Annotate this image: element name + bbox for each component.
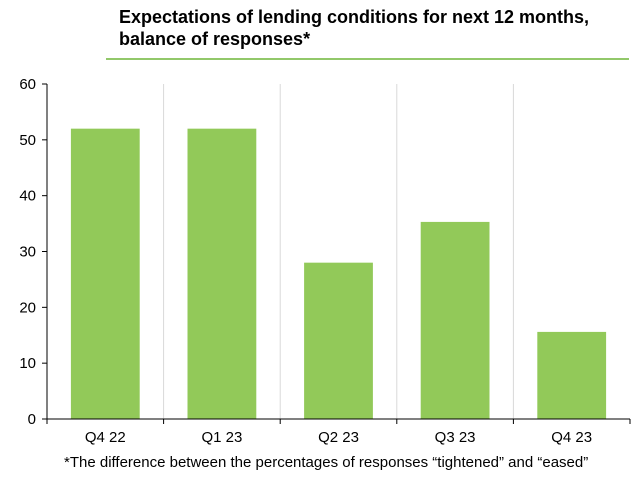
y-tick-label: 60 [19, 76, 36, 93]
chart-title: Expectations of lending conditions for n… [119, 7, 590, 49]
y-tick-label: 10 [19, 355, 36, 372]
y-axis-tick-labels: 0 10 20 30 40 50 60 [19, 76, 36, 428]
x-axis-tick-labels: Q4 22 Q1 23 Q2 23 Q3 23 Q4 23 [85, 429, 592, 446]
y-tick-label: 20 [19, 299, 36, 316]
chart-gridlines [163, 84, 514, 419]
bar-q1-23 [187, 128, 257, 419]
x-tick-label: Q2 23 [318, 429, 359, 446]
y-tick-label: 40 [19, 188, 36, 205]
bar-q4-22 [70, 128, 140, 419]
bar-q4-23 [537, 331, 607, 419]
title-underline [106, 58, 629, 60]
x-tick-label: Q4 23 [551, 429, 592, 446]
x-tick-label: Q3 23 [435, 429, 476, 446]
chart-axes [42, 83, 631, 424]
chart-footnote: *The difference between the percentages … [64, 454, 589, 471]
x-tick-label: Q4 22 [85, 429, 126, 446]
bar-q3-23 [420, 221, 490, 419]
y-tick-label: 50 [19, 132, 36, 149]
chart-bars [70, 128, 607, 419]
y-tick-label: 0 [28, 411, 36, 428]
y-tick-label: 30 [19, 244, 36, 261]
bar-q2-23 [304, 262, 373, 419]
x-tick-label: Q1 23 [201, 429, 242, 446]
